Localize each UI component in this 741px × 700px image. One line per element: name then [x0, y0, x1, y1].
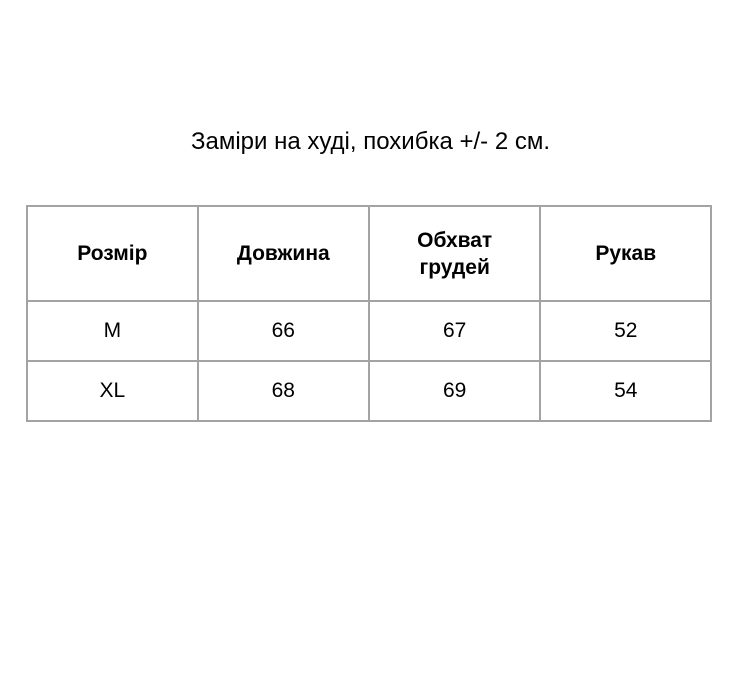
header-size: Розмір	[26, 205, 199, 302]
cell-sleeve: 52	[539, 300, 712, 362]
header-sleeve: Рукав	[539, 205, 712, 302]
header-chest: Обхват грудей	[367, 205, 542, 302]
cell-sleeve: 54	[539, 360, 712, 422]
cell-chest: 69	[367, 360, 542, 422]
cell-size: M	[26, 300, 199, 362]
cell-length: 68	[196, 360, 370, 422]
cell-chest: 67	[367, 300, 542, 362]
cell-size: XL	[26, 360, 199, 422]
page-title: Заміри на худі, похибка +/- 2 см.	[190, 128, 551, 155]
size-table: Розмір Довжина Обхват грудей Рукав M 66 …	[26, 205, 712, 422]
table-row: XL 68 69 54	[26, 360, 712, 422]
cell-length: 66	[196, 300, 370, 362]
header-length: Довжина	[196, 205, 370, 302]
table-row: M 66 67 52	[26, 300, 712, 362]
table-header-row: Розмір Довжина Обхват грудей Рукав	[26, 205, 712, 302]
header-chest-label: Обхват грудей	[417, 228, 493, 279]
